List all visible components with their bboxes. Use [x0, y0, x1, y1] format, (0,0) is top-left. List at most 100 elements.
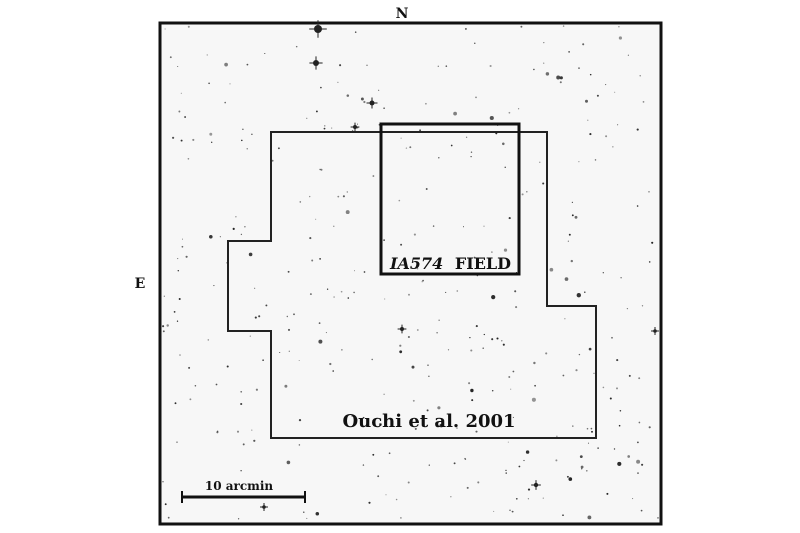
star [493, 510, 495, 512]
star [226, 262, 228, 264]
star [399, 350, 403, 354]
star [254, 287, 256, 289]
star [265, 304, 268, 307]
star [587, 515, 592, 520]
star [277, 147, 280, 150]
star [505, 469, 507, 472]
star [219, 236, 221, 238]
star [616, 359, 619, 362]
star [206, 54, 208, 56]
star [345, 210, 350, 215]
star [578, 353, 581, 356]
star [515, 306, 518, 309]
star [636, 441, 639, 444]
star [319, 258, 321, 260]
star [407, 481, 410, 484]
star [559, 81, 562, 84]
star [209, 132, 213, 136]
star [419, 129, 421, 132]
star [400, 243, 403, 246]
star [303, 511, 305, 513]
star [176, 441, 178, 443]
star [240, 402, 243, 406]
star [346, 94, 350, 97]
star [425, 102, 427, 105]
star [509, 509, 511, 511]
star [315, 110, 318, 113]
star [597, 447, 599, 449]
star [428, 375, 430, 377]
star [181, 245, 184, 248]
star [456, 427, 458, 429]
star [469, 336, 471, 339]
star [262, 359, 264, 361]
star [207, 339, 210, 341]
star [605, 135, 608, 138]
star [427, 364, 429, 366]
star [251, 133, 253, 136]
survey-region-outline [227, 131, 597, 439]
star [279, 351, 281, 354]
star [421, 281, 423, 283]
star [400, 517, 402, 519]
scale-bar: 10 arcmin [181, 479, 306, 503]
star [395, 498, 398, 501]
star [568, 477, 573, 481]
star [525, 450, 530, 454]
star [216, 430, 219, 433]
star [405, 147, 408, 149]
star [240, 470, 242, 472]
star [295, 45, 298, 48]
star [354, 31, 357, 33]
star [638, 377, 641, 380]
star [372, 175, 375, 177]
star [298, 444, 301, 446]
star [362, 416, 365, 419]
star [582, 43, 585, 46]
star [378, 423, 382, 426]
star [453, 111, 457, 116]
star [578, 67, 580, 69]
star [523, 459, 525, 462]
star [331, 127, 333, 129]
north-label: N [396, 6, 409, 22]
star [320, 168, 323, 171]
star [570, 259, 573, 263]
ia574-field-box [379, 122, 521, 276]
survey-region-label: Ouchi et al. 2001 [342, 411, 515, 432]
star [618, 36, 622, 40]
star [514, 290, 517, 293]
star [475, 430, 478, 433]
star [483, 333, 485, 336]
star [240, 390, 243, 393]
star [578, 161, 580, 163]
star [505, 472, 507, 474]
star [579, 455, 583, 458]
bright-star [260, 503, 268, 511]
star [319, 168, 321, 171]
star [356, 123, 359, 125]
star [309, 195, 311, 198]
star [545, 352, 548, 355]
star [559, 76, 563, 80]
star [407, 335, 410, 339]
star [437, 65, 439, 67]
star [237, 518, 240, 520]
star [591, 430, 593, 433]
star [555, 459, 558, 462]
star [562, 25, 565, 27]
star [620, 277, 622, 279]
star [512, 370, 515, 373]
star [657, 517, 659, 519]
star [518, 465, 521, 468]
star [543, 41, 545, 44]
star [169, 56, 172, 59]
star [636, 459, 641, 464]
star [564, 277, 569, 281]
star [340, 290, 343, 293]
star [508, 111, 511, 114]
star [425, 188, 428, 190]
star [464, 27, 467, 30]
star [287, 328, 291, 331]
star [571, 201, 574, 204]
